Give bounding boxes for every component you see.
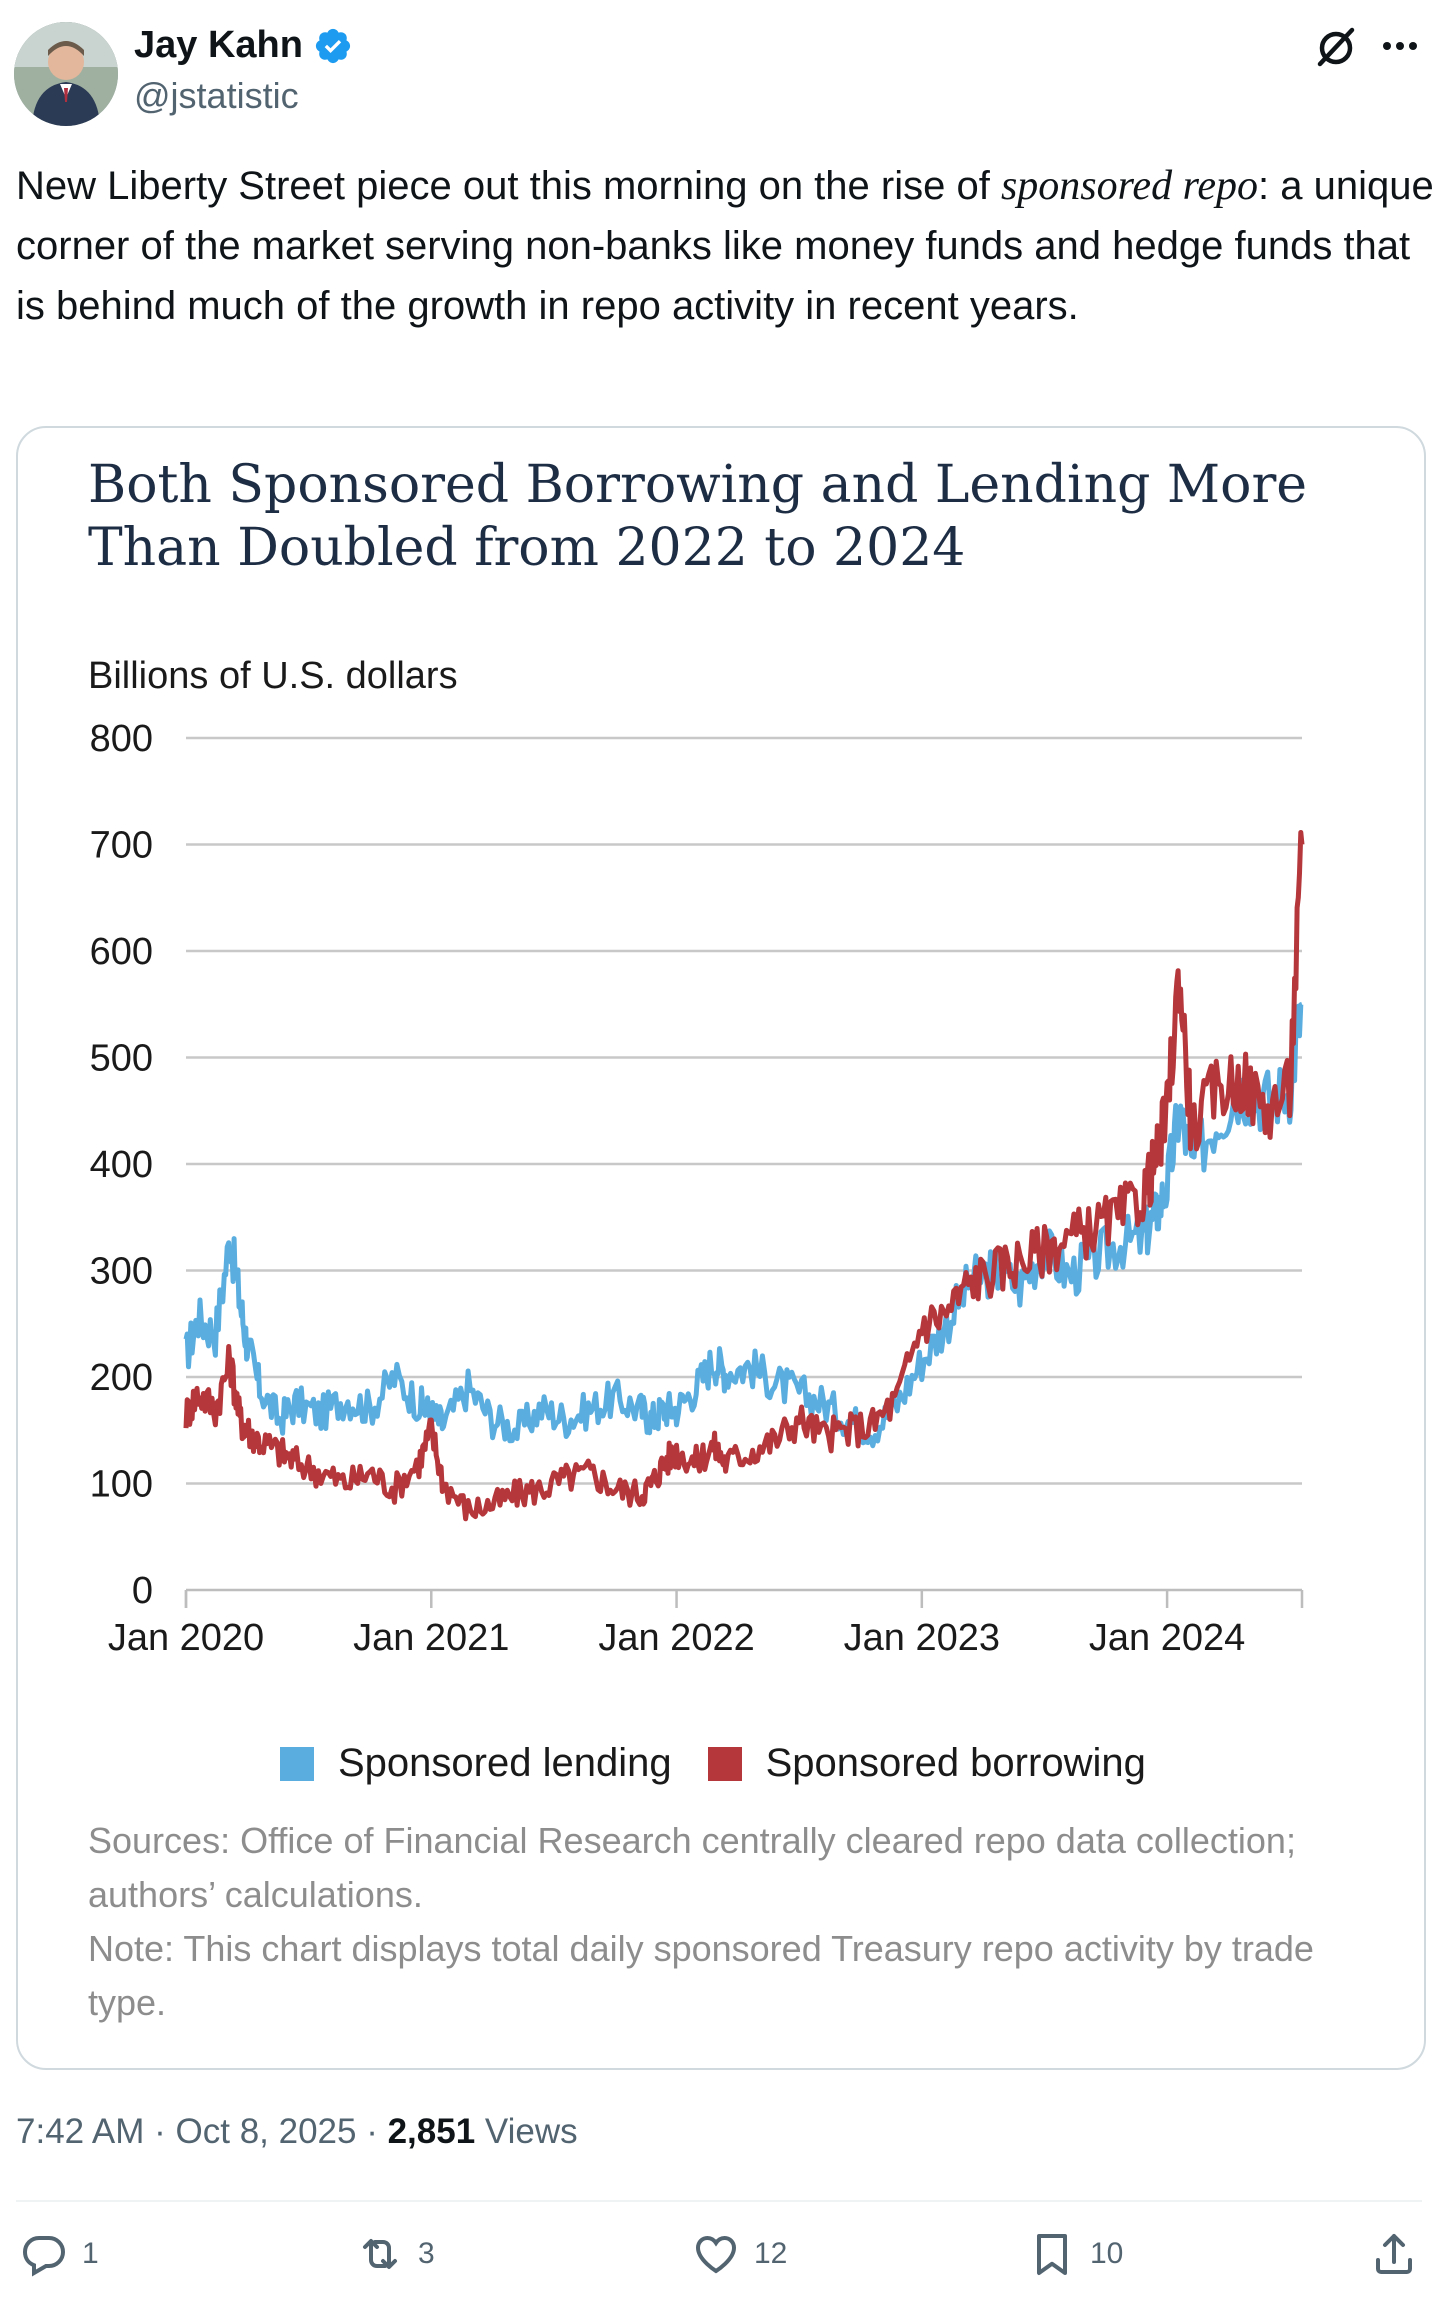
tweet-text-after: : a unique corner of the market serving … xyxy=(16,164,1434,328)
y-tick-label: 100 xyxy=(90,1464,153,1506)
bookmark-count: 10 xyxy=(1090,2237,1124,2270)
action-bar: 1 3 12 10 xyxy=(0,2230,1456,2300)
x-tick-label: Jan 2022 xyxy=(598,1617,754,1659)
bookmark-button[interactable]: 10 xyxy=(1028,2230,1123,2278)
author-name[interactable]: Jay Kahn xyxy=(134,24,303,66)
y-tick-label: 500 xyxy=(90,1038,153,1080)
tweet-date[interactable]: Oct 8, 2025 xyxy=(175,2112,357,2151)
x-tick-label: Jan 2024 xyxy=(1089,1617,1245,1659)
divider xyxy=(16,2200,1422,2202)
y-tick-label: 0 xyxy=(132,1570,153,1612)
author-block[interactable]: Jay Kahn @jstatistic xyxy=(134,24,353,117)
chart-card[interactable]: Both Sponsored Borrowing and Lending Mor… xyxy=(16,426,1426,2070)
legend-label-borrowing: Sponsored borrowing xyxy=(765,1741,1146,1785)
repost-icon xyxy=(363,2239,397,2269)
series-line-borrowing xyxy=(183,830,1305,1522)
chart-sources-text: Sources: Office of Financial Research ce… xyxy=(88,1820,1296,1915)
repost-button[interactable]: 3 xyxy=(356,2230,435,2278)
y-tick-label: 300 xyxy=(90,1251,153,1293)
verified-badge-icon xyxy=(315,28,351,63)
legend-label-lending: Sponsored lending xyxy=(338,1741,672,1785)
tweet-text-before: New Liberty Street piece out this mornin… xyxy=(16,164,1001,208)
y-tick-label: 200 xyxy=(90,1357,153,1399)
like-button[interactable]: 12 xyxy=(692,2230,787,2278)
repost-count: 3 xyxy=(418,2237,435,2270)
bookmark-icon xyxy=(1037,2234,1067,2275)
chart-title: Both Sponsored Borrowing and Lending Mor… xyxy=(88,455,1308,578)
chart-note-text: Note: This chart displays total daily sp… xyxy=(88,1928,1314,2023)
reply-icon xyxy=(22,2236,66,2277)
legend-swatch-borrowing xyxy=(707,1746,742,1781)
grok-icon[interactable] xyxy=(1312,22,1360,70)
x-tick-label: Jan 2023 xyxy=(844,1617,1000,1659)
like-count: 12 xyxy=(754,2237,788,2270)
chart-sources: Sources: Office of Financial Research ce… xyxy=(88,1814,1388,2030)
chart-plot: Billions of U.S. dollars 0 100 200 300 400 500… xyxy=(88,655,1305,1659)
more-icon[interactable] xyxy=(1376,22,1424,70)
author-handle[interactable]: @jstatistic xyxy=(134,75,299,116)
y-tick-label: 600 xyxy=(90,931,153,973)
tweet-text-italic: sponsored repo xyxy=(1000,163,1258,209)
legend-item-lending: Sponsored lending xyxy=(280,1741,672,1786)
chart-legend: Sponsored lending Sponsored borrowing xyxy=(280,1741,1182,1786)
legend-item-borrowing: Sponsored borrowing xyxy=(707,1741,1146,1786)
views-label: Views xyxy=(475,2112,578,2151)
meta-separator: · xyxy=(144,2112,176,2151)
share-icon xyxy=(1376,2234,1412,2274)
meta-separator: · xyxy=(356,2112,388,2151)
tweet-text: New Liberty Street piece out this mornin… xyxy=(16,156,1436,336)
like-icon xyxy=(695,2235,737,2274)
reply-button[interactable]: 1 xyxy=(20,2230,99,2278)
y-tick-label: 800 xyxy=(90,718,153,760)
views-count: 2,851 xyxy=(387,2112,476,2151)
y-tick-label: 700 xyxy=(90,825,153,867)
series-line-lending xyxy=(183,1001,1304,1449)
avatar[interactable] xyxy=(14,22,118,126)
legend-swatch-lending xyxy=(280,1746,314,1781)
x-tick-label: Jan 2020 xyxy=(108,1617,264,1659)
share-button[interactable] xyxy=(1370,2230,1432,2278)
y-tick-label: 400 xyxy=(90,1144,153,1186)
x-tick-label: Jan 2021 xyxy=(353,1617,509,1659)
tweet-time[interactable]: 7:42 AM xyxy=(16,2112,145,2151)
reply-count: 1 xyxy=(82,2237,99,2270)
y-axis-label: Billions of U.S. dollars xyxy=(88,655,458,697)
tweet-meta: 7:42 AM · Oct 8, 2025 · 2,851 Views xyxy=(16,2112,578,2152)
